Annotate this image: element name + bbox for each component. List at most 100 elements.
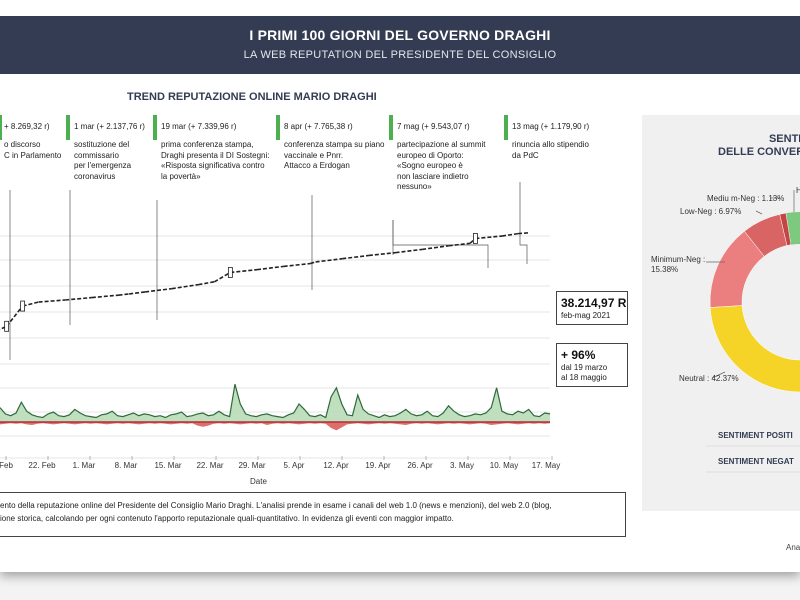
event-marker: [504, 115, 508, 140]
x-tick-label: 15. Mar: [154, 461, 182, 470]
x-tick-label: 12. Apr: [323, 461, 349, 470]
cumulative-segment: [475, 235, 503, 240]
pie-slice: [709, 230, 765, 308]
x-tick-label: 26. Apr: [407, 461, 433, 470]
event-date: 8 apr (+ 7.765,38 r): [284, 122, 353, 131]
event-description: sostituzione del commissario per l'emerg…: [74, 140, 132, 181]
footer-text: Ana: [786, 543, 800, 552]
event-marker: [276, 115, 280, 140]
x-tick-label: 8. Mar: [114, 461, 138, 470]
event-marker: [66, 115, 70, 140]
x-tick-label: Feb: [0, 461, 13, 470]
trend-chart: [0, 182, 553, 460]
cumulative-segment: [22, 301, 39, 307]
event-description: o discorso C in Parlamento: [4, 140, 62, 160]
x-tick-label: 1. Mar: [72, 461, 96, 470]
cumulative-segment: [6, 305, 24, 327]
description-box: [0, 492, 626, 537]
event-date: + 8.269,32 r): [4, 122, 50, 131]
x-axis-title: Date: [250, 477, 267, 486]
event-candle: [227, 267, 233, 278]
cumulative-segment: [145, 287, 172, 293]
event-date: 13 mag (+ 1.179,90 r): [512, 122, 590, 131]
event-marker: [153, 115, 157, 140]
total-value-box: [556, 291, 628, 325]
x-tick-label: 5. Apr: [283, 461, 305, 470]
cumulative-segment: [283, 262, 311, 268]
growth-box: [556, 343, 628, 387]
cumulative-segment: [310, 261, 316, 265]
growth-value: + 96%: [561, 348, 596, 362]
x-tick-label: 22. Feb: [28, 461, 56, 470]
positive-area: [0, 384, 550, 422]
infographic-card: I PRIMI 100 GIORNI DEL GOVERNO DRAGHI LA…: [0, 0, 800, 572]
cumulative-segment: [342, 254, 369, 260]
sentiment-donut: [706, 190, 800, 473]
event-connector: [392, 220, 489, 268]
event-date: 1 mar (+ 2.137,76 r): [74, 122, 145, 131]
pie-label: Neutral : 42.37%: [679, 374, 739, 383]
sentiment-title: SENTIM DELLE CONVERSA: [718, 133, 800, 159]
event-connector: [519, 182, 528, 264]
legend-negative: SENTIMENT NEGAT: [718, 457, 794, 466]
sentiment-title-line2: DELLE CONVERSA: [718, 146, 800, 158]
cumulative-segment: [315, 257, 343, 263]
chart-title: TREND REPUTAZIONE ONLINE MARIO DRAGHI: [127, 91, 377, 103]
cumulative-segment: [256, 265, 284, 271]
cumulative-segment: [129, 291, 146, 295]
description-text: ento della reputazione online del Presid…: [0, 501, 552, 523]
cumulative-segment: [422, 244, 449, 251]
event-candle: [473, 233, 478, 244]
event-description: prima conferenza stampa, Draghi presenta…: [161, 140, 270, 181]
cumulative-segment: [118, 293, 130, 296]
positive-line: [0, 384, 551, 419]
cumulative-segment: [198, 280, 215, 286]
cumulative-segment: [171, 283, 199, 290]
page-title: I PRIMI 100 GIORNI DEL GOVERNO DRAGHI: [249, 27, 551, 43]
negative-area: [0, 422, 550, 431]
cumulative-segment: [230, 268, 258, 274]
cumulative-segment: [0, 325, 7, 331]
event-date: 7 mag (+ 9.543,07 r): [397, 122, 470, 131]
event-description: conferenza stampa su piano vaccinale e P…: [284, 140, 385, 170]
leader-line: [711, 371, 726, 379]
pie-label: Mediu m-Neg : 1.13%: [707, 194, 785, 203]
event-marker: [389, 115, 393, 140]
growth-period: dal 19 marzo al 18 maggio: [561, 363, 608, 382]
cumulative-segment: [91, 294, 119, 299]
pie-label: Minimum-Neg : 15.38%: [651, 255, 706, 274]
x-tick-label: 10. May: [489, 461, 519, 470]
event-candle: [20, 300, 26, 312]
legend-positive: SENTIMENT POSITI: [718, 431, 793, 440]
header-banner: I PRIMI 100 GIORNI DEL GOVERNO DRAGHI LA…: [0, 16, 800, 74]
cumulative-segment: [65, 296, 92, 301]
event-description: rinuncia allo stipendio da PdC: [512, 140, 589, 160]
leader-line: [755, 210, 763, 215]
event-date: 19 mar (+ 7.339,96 r): [161, 122, 237, 131]
event-candle: [4, 320, 10, 332]
total-value: 38.214,97 R: [561, 296, 627, 310]
x-tick-label: 19. Apr: [365, 461, 391, 470]
pie-slice: [709, 305, 800, 393]
event-marker: [0, 115, 2, 140]
cumulative-segment: [38, 299, 66, 303]
x-tick-label: 22. Mar: [196, 461, 224, 470]
cumulative-segment: [395, 248, 423, 254]
cumulative-segment: [448, 242, 471, 247]
cumulative-segment: [368, 251, 396, 257]
sentiment-title-line1: SENTIM: [768, 133, 800, 145]
pie-slice: [744, 214, 788, 257]
cumulative-segment: [501, 232, 519, 237]
event-description: partecipazione al summit europeo di Opor…: [397, 140, 486, 191]
cumulative-segment: [517, 232, 529, 235]
x-tick-label: 29. Mar: [238, 461, 266, 470]
pie-label: H: [796, 186, 800, 195]
cumulative-segment: [213, 271, 231, 283]
x-tick-label: 17. May: [531, 461, 561, 470]
total-period: feb-mag 2021: [561, 311, 611, 320]
pie-slice: [785, 212, 800, 245]
pie-label: Low-Neg : 6.97%: [680, 207, 742, 216]
pie-slice: [779, 212, 792, 246]
page-subtitle: LA WEB REPUTATION DEL PRESIDENTE DEL CON…: [243, 49, 557, 61]
x-tick-label: 3. May: [449, 461, 475, 470]
